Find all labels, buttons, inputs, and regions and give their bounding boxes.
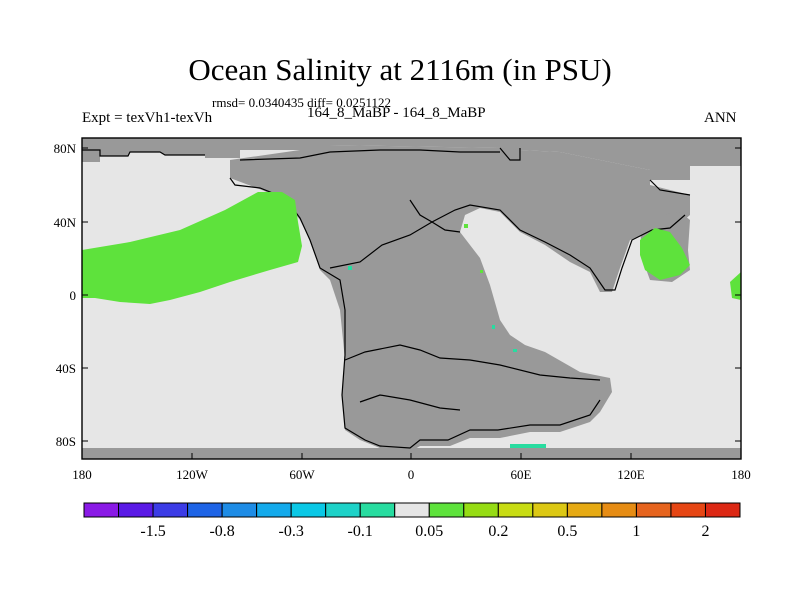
colorbar-label: -0.8 xyxy=(209,523,234,540)
supercontinent xyxy=(230,145,690,452)
small-spot-3 xyxy=(513,349,517,352)
lat-label-0: 0 xyxy=(70,288,77,303)
pacific-anomaly xyxy=(82,192,302,304)
lon-label-180e: 180 xyxy=(731,467,751,482)
colorbar-label: -0.1 xyxy=(348,523,373,540)
colorbar-box xyxy=(152,502,189,518)
land-boundaries xyxy=(82,147,691,449)
tick-marks xyxy=(81,147,742,459)
small-anomaly-2 xyxy=(480,270,483,273)
lat-label-80n: 80N xyxy=(54,141,77,156)
colorbar-box xyxy=(601,502,637,518)
colorbar xyxy=(83,502,741,518)
colorbar-box xyxy=(394,502,430,518)
experiment-label: Expt = texVh1-texVh xyxy=(82,110,213,126)
small-spot-2 xyxy=(492,325,495,329)
lon-label-60w: 60W xyxy=(289,467,315,482)
colorbar-box xyxy=(532,502,568,518)
colorbar-box xyxy=(118,502,154,518)
colorbar-box xyxy=(428,502,465,518)
plot-title: Ocean Salinity at 2116m (in PSU) xyxy=(188,52,612,87)
colorbar-box xyxy=(83,502,120,518)
colorbar-box xyxy=(187,502,223,518)
lon-label-180w: 180 xyxy=(72,467,92,482)
colorbar-box xyxy=(290,502,327,518)
negative-anomaly-spots xyxy=(348,266,546,448)
colorbar-box xyxy=(670,502,706,518)
colorbar-labels: -1.5 -0.8 -0.3 -0.1 0.05 0.2 0.5 1 2 xyxy=(140,523,709,540)
lon-label-60e: 60E xyxy=(511,467,532,482)
positive-anomaly-regions xyxy=(82,192,741,304)
colorbar-box xyxy=(325,502,361,518)
lat-label-40n: 40N xyxy=(54,215,77,230)
colorbar-box xyxy=(704,502,741,518)
colorbar-label: 1 xyxy=(632,523,640,540)
colorbar-label: 2 xyxy=(701,523,709,540)
colorbar-label: -0.3 xyxy=(278,523,303,540)
south-spot xyxy=(510,444,546,448)
small-spot-1 xyxy=(348,266,352,270)
arctic-land xyxy=(82,138,741,180)
east-edge-anomaly xyxy=(730,272,741,300)
colorbar-label: 0.2 xyxy=(488,523,508,540)
colorbar-box xyxy=(566,502,603,518)
colorbar-label: 0.05 xyxy=(415,523,443,540)
colorbar-box xyxy=(359,502,396,518)
lat-label-40s: 40S xyxy=(56,361,76,376)
runs-label: 164_8_MaBP - 164_8_MaBP xyxy=(307,105,486,121)
lon-label-120e: 120E xyxy=(617,467,645,482)
colorbar-box xyxy=(256,502,292,518)
small-anomaly-1 xyxy=(464,224,468,228)
colorbar-box xyxy=(221,502,258,518)
eastern-anomaly xyxy=(640,228,690,280)
lon-label-120w: 120W xyxy=(176,467,209,482)
season-label: ANN xyxy=(704,110,737,126)
stats-line: rmsd= 0.0340435 diff= 0.0251122 xyxy=(212,95,391,110)
colorbar-label: 0.5 xyxy=(557,523,577,540)
lat-label-80s: 80S xyxy=(56,434,76,449)
lon-label-0: 0 xyxy=(408,467,415,482)
colorbar-label: -1.5 xyxy=(140,523,165,540)
colorbar-box xyxy=(635,502,672,518)
colorbar-box xyxy=(463,502,499,518)
colorbar-box xyxy=(497,502,534,518)
